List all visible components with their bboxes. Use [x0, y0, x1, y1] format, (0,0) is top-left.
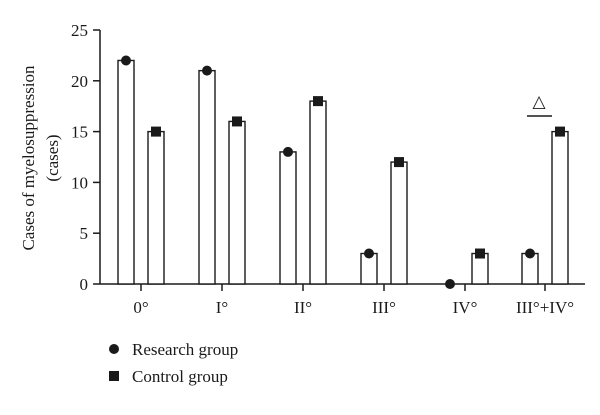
legend-marker-control: [109, 371, 119, 381]
y-axis-label-line2: (cases): [43, 134, 62, 181]
x-tick-label-0: 0°: [133, 298, 148, 317]
y-tick-label-25: 25: [71, 21, 88, 40]
bar-control-1: [228, 120, 246, 285]
y-tick-label-5: 5: [80, 224, 89, 243]
marker-control-4: [475, 248, 485, 259]
legend-label-research: Research group: [132, 340, 238, 359]
bar-control-0: [147, 130, 165, 285]
marker-research-4: [445, 279, 455, 289]
y-tick-label-15: 15: [71, 123, 88, 142]
y-axis: 0 5 10 15 20 25: [71, 21, 101, 294]
marker-research-5: [525, 248, 535, 259]
legend-label-control: Control group: [132, 367, 228, 386]
legend: Research group Control group: [109, 340, 238, 386]
y-tick-label-10: 10: [71, 173, 88, 192]
x-tick-label-5: III°+IV°: [516, 298, 574, 317]
marker-research-3: [364, 248, 374, 259]
bar-research-2: [279, 151, 297, 285]
significance-annotation: △: [527, 92, 552, 117]
marker-control-2: [313, 96, 323, 107]
marker-control-0: [151, 126, 161, 137]
marker-research-0: [121, 55, 131, 66]
bar-research-0: [117, 59, 135, 285]
marker-control-5: [555, 126, 565, 137]
markers: [121, 55, 565, 289]
marker-control-3: [394, 157, 404, 168]
y-tick-label-20: 20: [71, 72, 88, 91]
marker-control-1: [232, 116, 242, 127]
bar-control-3: [390, 161, 408, 285]
annotation-triangle-symbol: △: [532, 92, 546, 111]
bar-control-5: [551, 130, 569, 285]
x-axis: 0° I° II° III° IV° III°+IV°: [100, 283, 585, 317]
legend-marker-research: [109, 344, 119, 354]
x-tick-label-4: IV°: [453, 298, 478, 317]
marker-research-2: [283, 146, 293, 157]
bar-research-1: [198, 69, 216, 285]
x-tick-label-2: II°: [294, 298, 312, 317]
bars: [117, 59, 569, 285]
y-tick-label-0: 0: [80, 275, 89, 294]
marker-research-1: [202, 65, 212, 76]
bar-control-2: [309, 100, 327, 285]
x-tick-label-3: III°: [372, 298, 396, 317]
y-axis-label-line1: Cases of myelosuppression: [19, 65, 38, 251]
x-tick-label-1: I°: [216, 298, 228, 317]
